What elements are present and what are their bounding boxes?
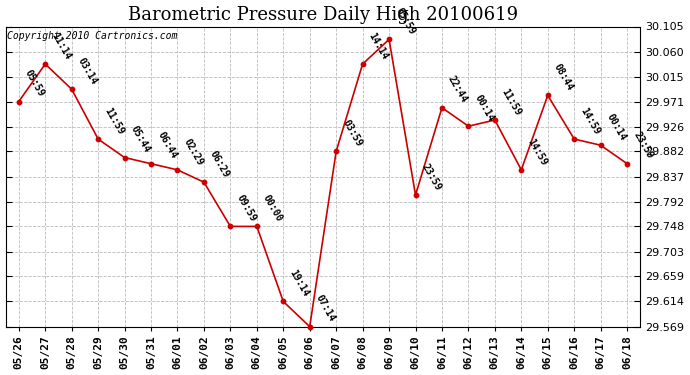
Point [595,142,607,148]
Text: 07:14: 07:14 [314,294,337,324]
Point [622,161,633,167]
Text: 19:14: 19:14 [288,268,310,299]
Text: 00:14: 00:14 [473,93,496,123]
Point [40,61,51,67]
Point [331,148,342,154]
Point [304,324,315,330]
Text: 23:59: 23:59 [631,130,655,161]
Point [251,224,262,230]
Point [410,192,421,198]
Point [13,99,24,105]
Text: 14:59: 14:59 [578,106,602,136]
Point [199,179,210,185]
Text: 14:59: 14:59 [526,136,549,167]
Point [66,86,77,92]
Text: 06:44: 06:44 [155,130,179,161]
Text: 11:14: 11:14 [50,31,72,61]
Point [489,117,500,123]
Point [278,298,289,304]
Text: 14:14: 14:14 [367,31,390,61]
Point [119,154,130,160]
Text: 02:29: 02:29 [181,136,205,167]
Text: 23:59: 23:59 [420,162,443,192]
Text: Copyright 2010 Cartronics.com: Copyright 2010 Cartronics.com [7,31,177,41]
Point [384,36,395,42]
Text: 00:00: 00:00 [261,193,284,224]
Text: 00:14: 00:14 [605,112,628,142]
Text: 06:29: 06:29 [208,149,231,179]
Text: 03:14: 03:14 [76,56,99,87]
Point [92,136,104,142]
Point [516,167,527,173]
Point [569,136,580,142]
Point [542,92,553,98]
Text: 11:59: 11:59 [499,87,522,117]
Point [146,161,157,167]
Text: 05:44: 05:44 [129,124,152,155]
Text: 05:59: 05:59 [23,68,46,99]
Point [172,167,183,173]
Text: 11:59: 11:59 [102,106,126,136]
Point [225,224,236,230]
Text: 05:59: 05:59 [393,6,417,37]
Text: 22:44: 22:44 [446,75,469,105]
Text: 09:59: 09:59 [235,193,258,224]
Point [463,123,474,129]
Point [357,61,368,67]
Title: Barometric Pressure Daily High 20100619: Barometric Pressure Daily High 20100619 [128,6,518,24]
Text: 08:44: 08:44 [552,62,575,93]
Point [437,105,448,111]
Text: 03:59: 03:59 [340,118,364,148]
